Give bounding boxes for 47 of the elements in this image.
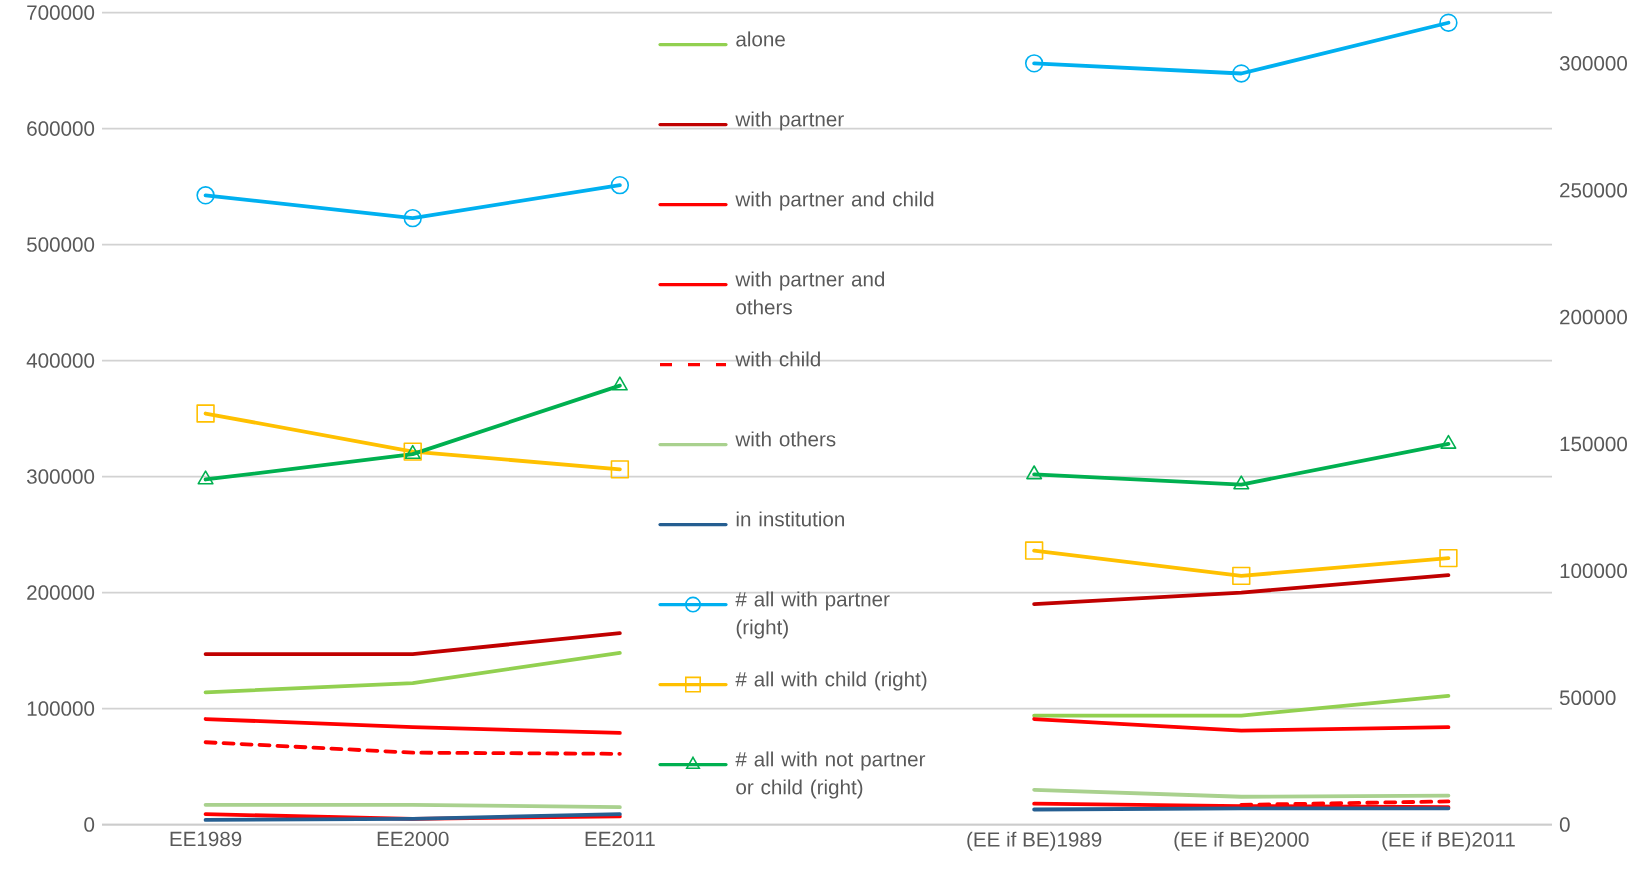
point bbox=[1024, 541, 1044, 560]
legend-label: in institution bbox=[736, 511, 844, 527]
point bbox=[1439, 13, 1458, 32]
point bbox=[1439, 548, 1458, 568]
legend-label: with partner and others bbox=[735, 271, 885, 315]
y-tick-label: 500000 bbox=[27, 237, 95, 252]
y2-tick-label: 50000 bbox=[1559, 690, 1616, 705]
point bbox=[403, 208, 422, 228]
point bbox=[196, 186, 215, 205]
point bbox=[611, 376, 628, 391]
legend-label: with partner bbox=[735, 111, 844, 131]
x-tick-label: (EE if BE)2011 bbox=[1382, 831, 1515, 851]
y-tick-label: 700000 bbox=[27, 5, 95, 20]
y2-tick-label: 150000 bbox=[1560, 436, 1627, 452]
legend-label: # all with child (right) bbox=[735, 671, 927, 691]
x-tick-label: (EE if BE)2000 bbox=[1174, 831, 1309, 851]
y2-tick-label: 0 bbox=[1559, 817, 1570, 832]
x-tick-label: (EE if BE)1989 bbox=[967, 831, 1102, 851]
legend-label: alone bbox=[736, 31, 785, 47]
x-tick-label: EE2011 bbox=[585, 831, 655, 847]
legend-label: with others bbox=[735, 431, 836, 447]
point bbox=[197, 470, 214, 485]
y2-tick-label: 250000 bbox=[1560, 182, 1627, 198]
point bbox=[1233, 475, 1250, 490]
point bbox=[1024, 54, 1044, 73]
y-tick-label: 300000 bbox=[26, 469, 95, 484]
legend-label: # all with not partner or child (right) bbox=[735, 751, 926, 799]
legend-label: with child bbox=[735, 351, 820, 367]
legend-label: with partner and child bbox=[735, 191, 934, 211]
y2-tick-label: 300000 bbox=[1559, 56, 1627, 71]
point bbox=[1440, 434, 1457, 449]
y-tick-label: 400000 bbox=[26, 353, 95, 368]
y-tick-label: 100000 bbox=[27, 701, 95, 716]
point bbox=[1026, 465, 1043, 480]
y-tick-label: 200000 bbox=[27, 585, 95, 600]
point bbox=[1232, 64, 1251, 83]
legend-label: # all with partner (right) bbox=[735, 591, 890, 639]
y2-tick-label: 200000 bbox=[1560, 309, 1627, 325]
point bbox=[610, 175, 630, 195]
y-tick-label: 600000 bbox=[27, 121, 95, 136]
point bbox=[610, 460, 630, 479]
x-tick-label: EE2000 bbox=[377, 831, 449, 847]
y-tick-label: 0 bbox=[84, 817, 95, 832]
point bbox=[196, 404, 215, 423]
x-tick-label: EE1989 bbox=[170, 831, 242, 847]
point bbox=[1232, 566, 1251, 586]
y2-tick-label: 100000 bbox=[1560, 563, 1627, 579]
